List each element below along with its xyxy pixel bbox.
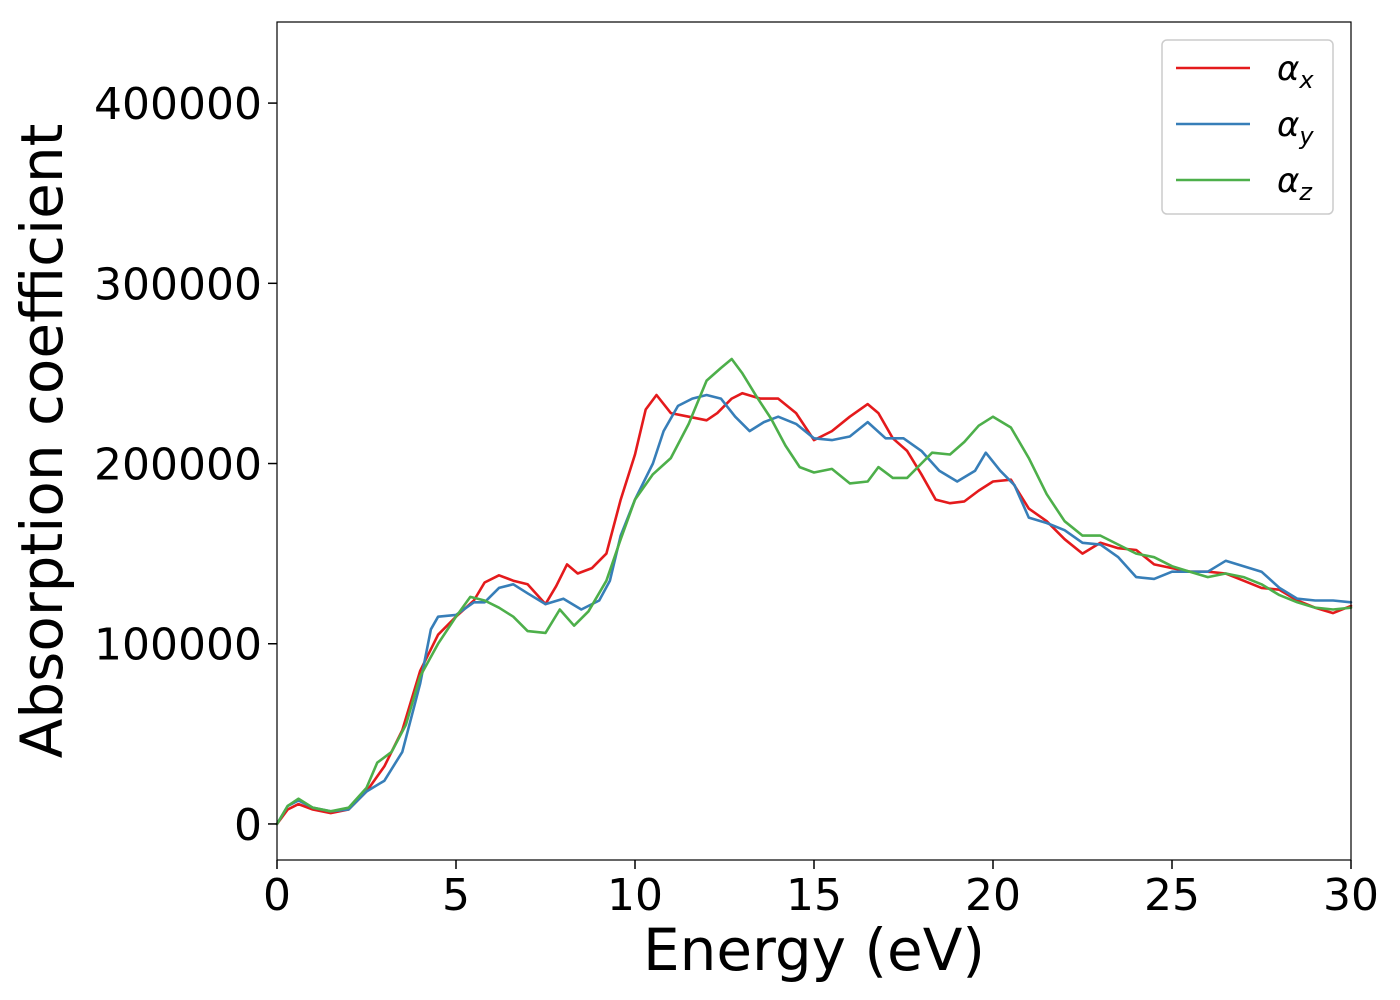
x-tick-label: 0 <box>263 870 291 921</box>
y-tick-label: 100000 <box>94 620 262 671</box>
legend-label-alpha-y: αy <box>1277 105 1314 150</box>
x-tick-label: 25 <box>1144 870 1200 921</box>
x-tick-label: 15 <box>786 870 842 921</box>
x-axis: 0 5 10 15 20 25 30 <box>263 860 1379 921</box>
y-axis-title: Absorption coefficient <box>8 124 76 759</box>
legend-box <box>1161 39 1334 215</box>
x-axis-title: Energy (eV) <box>643 916 985 984</box>
x-tick-label: 5 <box>442 870 470 921</box>
y-axis: 0 100000 200000 300000 400000 <box>94 79 277 851</box>
legend-label-alpha-z: αz <box>1277 161 1313 206</box>
x-tick-label: 10 <box>607 870 663 921</box>
x-tick-label: 30 <box>1323 870 1379 921</box>
y-tick-label: 400000 <box>94 79 262 130</box>
y-tick-label: 0 <box>234 800 262 851</box>
legend: αx αy αz <box>1161 39 1334 215</box>
y-tick-label: 200000 <box>94 440 262 491</box>
y-tick-label: 300000 <box>94 259 262 310</box>
series-line-alpha-z <box>275 357 1353 826</box>
legend-label-alpha-x: αx <box>1277 49 1314 94</box>
plot-area <box>275 357 1353 826</box>
x-tick-label: 20 <box>965 870 1021 921</box>
